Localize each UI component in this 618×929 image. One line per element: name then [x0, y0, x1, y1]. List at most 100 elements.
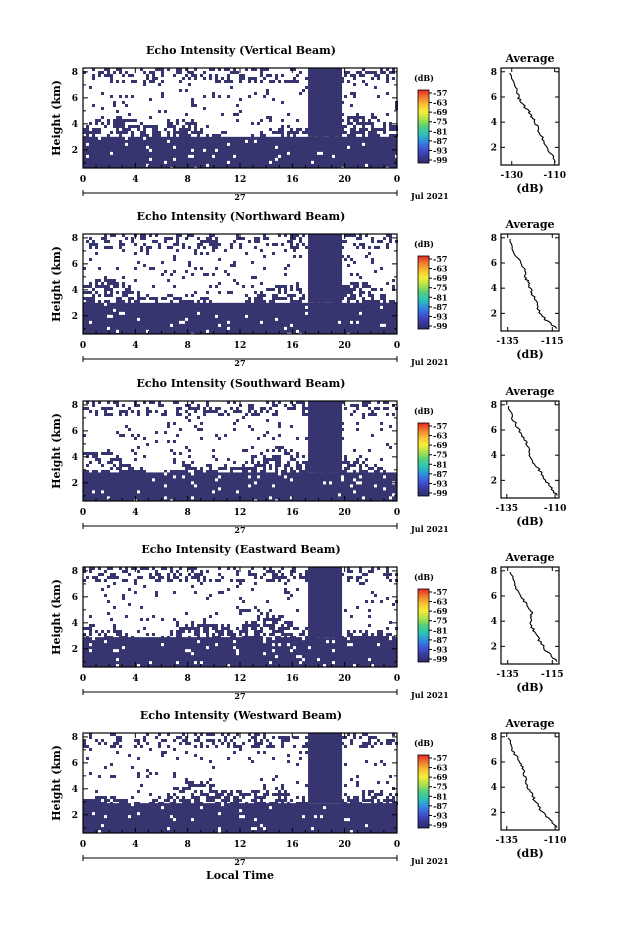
profile-title: Average [504, 717, 554, 730]
x-tick-label: 4 [132, 175, 138, 185]
x-tick-label: 16 [286, 175, 299, 185]
x-tick-label: 20 [338, 175, 351, 185]
colorbar-tick-label: -81 [433, 791, 447, 801]
profile-y-tick-label: 8 [491, 68, 497, 78]
profile-y-tick-label: 6 [491, 93, 497, 103]
profile-line [509, 72, 556, 163]
colorbar-tick-label: -87 [433, 136, 447, 146]
x-tick-label: 8 [185, 508, 191, 518]
colorbar [417, 422, 430, 497]
colorbar-tick-label: -87 [433, 302, 447, 312]
colorbar-tick-label: -57 [433, 753, 447, 763]
colorbar-tick-label: -69 [433, 772, 448, 782]
x-tick-label: 16 [286, 674, 299, 684]
x-tick-label: 8 [185, 175, 191, 185]
x-tick-label: 0 [394, 341, 400, 351]
y-axis-label: Height (km) [50, 80, 63, 156]
profile-title: Average [504, 52, 554, 65]
x-axis-label: Local Time [206, 869, 274, 882]
colorbar-tick-label: -69 [433, 273, 448, 283]
panel-title: Echo Intensity (Southward Beam) [137, 377, 346, 390]
colorbar-tick-label: -99 [433, 321, 448, 331]
y-axis-label: Height (km) [50, 413, 63, 489]
date-label: Jul 2021 [410, 191, 449, 201]
colorbar-unit: (dB) [414, 239, 434, 249]
profile-y-tick-label: 2 [491, 309, 497, 319]
y-tick-label: 8 [72, 567, 78, 577]
echo-intensity-heatmap [83, 567, 398, 668]
x-tick-label: 0 [80, 674, 86, 684]
y-tick-label: 2 [72, 645, 78, 655]
x-tick-label: 4 [132, 840, 138, 850]
panel-title: Echo Intensity (Vertical Beam) [146, 44, 336, 57]
colorbar-tick-label: -57 [433, 587, 447, 597]
y-tick-label: 6 [72, 94, 78, 104]
profile-y-tick-label: 2 [491, 808, 497, 818]
colorbar-tick-label: -93 [433, 644, 448, 654]
colorbar-unit: (dB) [414, 406, 434, 416]
profile-line [509, 571, 558, 662]
profile-title: Average [504, 218, 554, 231]
x-tick-label: 20 [338, 840, 351, 850]
profile-y-tick-label: 6 [491, 259, 497, 269]
panel-3: Echo Intensity (Eastward Beam) 2 4 6 8 0 4 8 12 1… [50, 543, 564, 701]
profile-x-label: (dB) [516, 348, 543, 361]
y-tick-label: 8 [72, 234, 78, 244]
colorbar-tick-label: -93 [433, 478, 448, 488]
day-label: 27 [234, 525, 245, 535]
day-label: 27 [234, 857, 245, 867]
day-label: 27 [234, 358, 245, 368]
profile-y-tick-label: 4 [491, 118, 497, 128]
x-tick-label: 12 [234, 840, 247, 850]
y-tick-label: 2 [72, 312, 78, 322]
x-tick-label: 16 [286, 508, 299, 518]
profile-x-tick-label: -135 [496, 836, 519, 846]
y-tick-label: 8 [72, 733, 78, 743]
panel-4: Echo Intensity (Westward Beam) 2 4 6 8 0 4 8 12 1… [50, 709, 566, 867]
echo-intensity-heatmap [83, 234, 398, 336]
x-tick-label: 0 [394, 508, 400, 518]
y-axis-label: Height (km) [50, 579, 63, 655]
y-tick-label: 4 [72, 453, 78, 463]
x-tick-label: 16 [286, 840, 299, 850]
profile-line [507, 737, 558, 828]
colorbar-tick-label: -57 [433, 88, 447, 98]
profile-line [507, 405, 558, 496]
profile-x-tick-label: -135 [496, 337, 519, 347]
colorbar [417, 588, 430, 663]
colorbar-unit: (dB) [414, 73, 434, 83]
panel-title: Echo Intensity (Westward Beam) [140, 709, 342, 722]
profile-x-tick-label: -110 [544, 836, 567, 846]
profile-x-label: (dB) [516, 847, 543, 860]
x-tick-label: 12 [234, 341, 247, 351]
panel-title: Echo Intensity (Eastward Beam) [141, 543, 340, 556]
date-label: Jul 2021 [410, 690, 449, 700]
profile-y-tick-label: 8 [491, 567, 497, 577]
echo-intensity-heatmap [83, 733, 398, 834]
y-tick-label: 4 [72, 785, 78, 795]
y-tick-label: 2 [72, 146, 78, 156]
x-tick-label: 8 [185, 341, 191, 351]
x-tick-label: 4 [132, 508, 138, 518]
panel-2: Echo Intensity (Southward Beam) 2 4 6 8 0 4 8 12… [50, 377, 566, 535]
colorbar-tick-label: -99 [433, 654, 448, 664]
colorbar-tick-label: -57 [433, 254, 447, 264]
profile-y-tick-label: 6 [491, 592, 497, 602]
profile-title: Average [504, 385, 554, 398]
colorbar-tick-label: -81 [433, 459, 447, 469]
panel-0: Echo Intensity (Vertical Beam) 2 4 6 8 0 4 8 12 1… [50, 44, 566, 202]
profile-y-tick-label: 8 [491, 401, 497, 411]
profile-frame [500, 566, 560, 665]
date-label: Jul 2021 [410, 524, 449, 534]
day-label: 27 [234, 192, 245, 202]
profile-line [509, 238, 558, 329]
profile-x-label: (dB) [516, 515, 543, 528]
colorbar-tick-label: -99 [433, 820, 448, 830]
day-label: 27 [234, 691, 245, 701]
colorbar-tick-label: -63 [433, 597, 448, 607]
profile-y-tick-label: 8 [491, 733, 497, 743]
x-tick-label: 20 [338, 508, 351, 518]
x-tick-label: 0 [394, 175, 400, 185]
y-tick-label: 6 [72, 427, 78, 437]
